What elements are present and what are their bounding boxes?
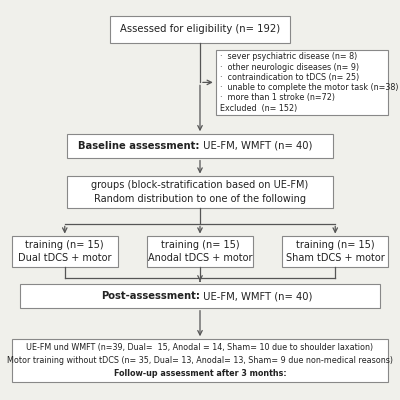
FancyBboxPatch shape: [147, 236, 253, 267]
Text: Sham tDCS + motor: Sham tDCS + motor: [286, 253, 385, 263]
Text: Motor training without tDCS (n= 35, Dual= 13, Anodal= 13, Sham= 9 due non-medica: Motor training without tDCS (n= 35, Dual…: [7, 356, 393, 365]
FancyBboxPatch shape: [12, 236, 118, 267]
Text: Post-assessment:: Post-assessment:: [101, 291, 200, 301]
Text: ·  sever psychiatric disease (n= 8): · sever psychiatric disease (n= 8): [220, 52, 358, 61]
Text: Anodal tDCS + motor: Anodal tDCS + motor: [148, 253, 252, 263]
FancyBboxPatch shape: [12, 339, 388, 382]
FancyBboxPatch shape: [67, 176, 333, 208]
Text: Random distribution to one of the following: Random distribution to one of the follow…: [94, 194, 306, 204]
Text: Baseline assessment:: Baseline assessment:: [78, 141, 200, 151]
FancyBboxPatch shape: [282, 236, 388, 267]
FancyBboxPatch shape: [20, 284, 380, 308]
Text: UE-FM, WMFT (n= 40): UE-FM, WMFT (n= 40): [200, 291, 312, 301]
Text: ·  more than 1 stroke (n=72): · more than 1 stroke (n=72): [220, 93, 335, 102]
Text: UE-FM, WMFT (n= 40): UE-FM, WMFT (n= 40): [200, 141, 312, 151]
FancyBboxPatch shape: [110, 16, 290, 43]
Text: training (n= 15): training (n= 15): [26, 240, 104, 250]
Text: groups (block-stratification based on UE-FM): groups (block-stratification based on UE…: [91, 180, 309, 190]
Text: Assessed for eligibility (n= 192): Assessed for eligibility (n= 192): [120, 24, 280, 34]
Text: Excluded  (n= 152): Excluded (n= 152): [220, 104, 298, 112]
FancyBboxPatch shape: [216, 50, 388, 115]
Text: training (n= 15): training (n= 15): [161, 240, 239, 250]
Text: training (n= 15): training (n= 15): [296, 240, 374, 250]
FancyBboxPatch shape: [67, 134, 333, 158]
Text: ·  contraindication to tDCS (n= 25): · contraindication to tDCS (n= 25): [220, 73, 360, 82]
Text: Follow-up assessment after 3 months:: Follow-up assessment after 3 months:: [114, 369, 286, 378]
Text: UE-FM und WMFT (n=39, Dual=  15, Anodal = 14, Sham= 10 due to shoulder laxation): UE-FM und WMFT (n=39, Dual= 15, Anodal =…: [26, 343, 374, 352]
Text: Dual tDCS + motor: Dual tDCS + motor: [18, 253, 112, 263]
Text: ·  unable to complete the motor task (n=38): · unable to complete the motor task (n=3…: [220, 83, 399, 92]
Text: ·  other neurologic diseases (n= 9): · other neurologic diseases (n= 9): [220, 62, 360, 72]
